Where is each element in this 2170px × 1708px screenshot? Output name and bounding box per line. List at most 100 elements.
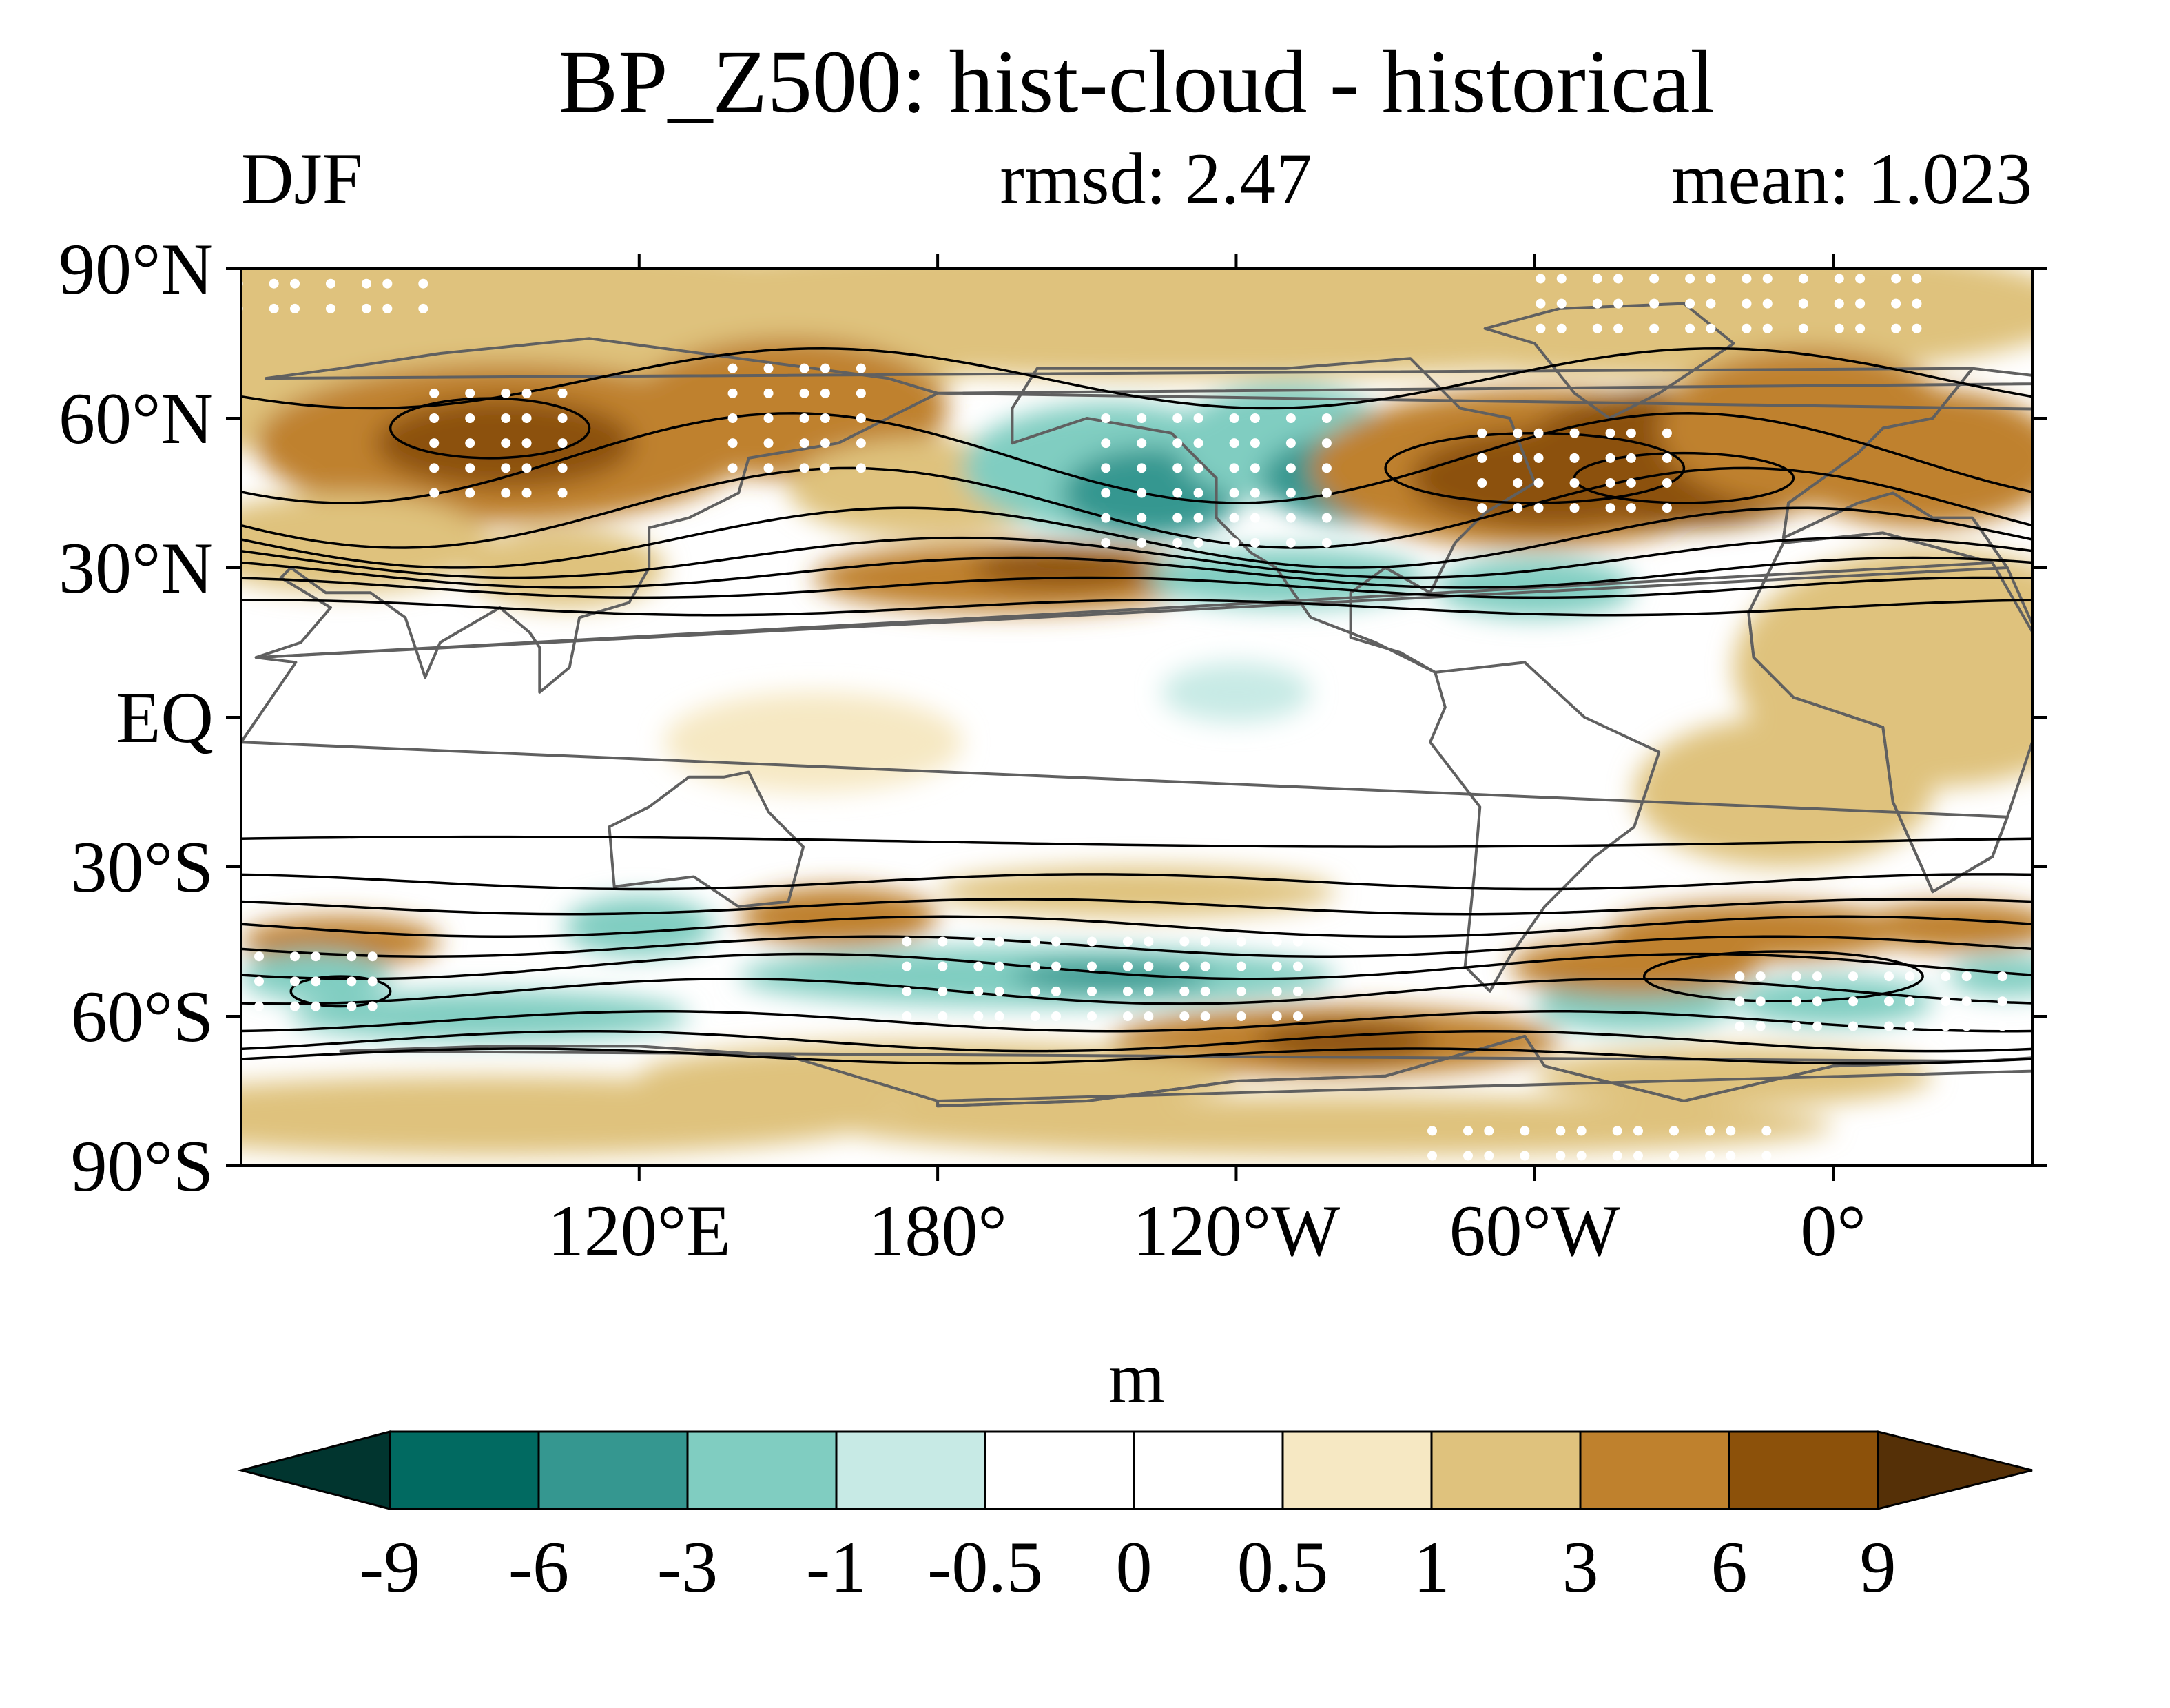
stipple-dot — [1605, 453, 1615, 463]
stipple-dot — [1137, 537, 1147, 548]
contour-line — [241, 536, 2032, 579]
stipple-dot — [218, 951, 228, 961]
anomaly-region — [1858, 901, 2032, 951]
colorbar-tick-label: 1 — [1414, 1527, 1450, 1607]
colorbar-box — [389, 1430, 540, 1510]
stipple-dot — [1051, 1011, 1061, 1021]
contour-line — [241, 898, 2032, 916]
stipple-dot — [1236, 936, 1246, 947]
stipple-dot — [347, 976, 357, 987]
stipple-dot — [1285, 488, 1296, 498]
contour-line — [289, 975, 392, 1008]
stipple-dot — [1137, 488, 1147, 498]
stipple-dot — [1463, 1151, 1473, 1161]
stipple-dot — [1791, 1021, 1801, 1031]
stipple-dot — [1101, 413, 1111, 423]
stipple-dot — [1912, 323, 1922, 333]
stipple-dot — [1087, 936, 1097, 947]
stipple-dot — [1649, 274, 1660, 284]
stipple-dot — [1533, 503, 1544, 513]
stipple-dot — [1662, 428, 1672, 438]
stipple-dot — [501, 463, 511, 473]
stipple-dot — [1101, 438, 1111, 449]
stipple-dot — [1726, 1126, 1736, 1136]
stipple-dot — [1144, 961, 1154, 971]
stipple-dot — [367, 976, 378, 987]
stipple-dot — [1087, 961, 1097, 971]
coast-eurasia — [254, 337, 2009, 694]
stipple-dot — [1179, 961, 1190, 971]
climatology-contours — [241, 347, 2032, 1065]
stipple-dot — [1612, 1151, 1622, 1161]
anomaly-region — [291, 991, 690, 1042]
stipple-dot — [326, 303, 335, 313]
stipple-dot — [1321, 513, 1332, 523]
stipple-dot — [1101, 513, 1111, 523]
stipple-dot — [1229, 413, 1239, 423]
colorbar-tick-label: 0 — [1116, 1527, 1153, 1607]
stipple-dot — [1293, 986, 1303, 996]
stipple-dot — [290, 1001, 300, 1011]
colorbar-tick-label: -3 — [657, 1527, 718, 1607]
stipple-dot — [501, 488, 511, 498]
stipple-dot — [1662, 503, 1672, 513]
stipple-dot — [1293, 936, 1303, 947]
stipple-dot — [557, 413, 568, 423]
stipple-dot — [1250, 413, 1260, 423]
stipple-dot — [501, 388, 511, 398]
stipple-dot — [347, 1001, 357, 1011]
stipple-dot — [218, 1002, 228, 1011]
colorbar-tick-labels: -9 -6 -3 -1 -0.5 0 0.5 1 3 6 9 — [360, 1527, 1897, 1607]
anomaly-region — [241, 1076, 888, 1156]
stipple-dot — [290, 976, 300, 987]
stipple-dot — [763, 413, 774, 423]
stipple-dot — [1735, 1021, 1745, 1031]
stipple-dot — [1123, 1011, 1133, 1021]
stipple-dot — [1172, 413, 1183, 423]
stipple-dot — [1179, 1011, 1190, 1021]
stipple-dot — [1101, 537, 1111, 548]
stipple-dot — [290, 303, 300, 313]
stipple-dot — [382, 303, 393, 313]
colorbar-boxes — [237, 1430, 2033, 1510]
contour-line — [241, 1029, 2032, 1053]
stipple-dot — [1321, 488, 1332, 498]
stipple-dot — [1613, 323, 1624, 333]
stipple-dot — [1285, 537, 1296, 548]
contour-line — [241, 873, 2032, 891]
rmsd-label: rmsd: 2.47 — [1000, 138, 1312, 219]
stipple-dot — [938, 1011, 948, 1021]
stipple-dot — [1592, 298, 1602, 309]
stipple-dot — [1293, 1011, 1303, 1021]
anomaly-region — [1285, 269, 2032, 379]
colorbar-box — [1728, 1430, 1879, 1510]
stipple-dot — [973, 936, 984, 947]
coast-australia — [608, 770, 805, 908]
stipple-dot — [1144, 1011, 1154, 1021]
stipple-dot — [1484, 1151, 1494, 1161]
stipple-dot — [311, 951, 321, 962]
stipple-dot — [1755, 996, 1766, 1007]
coast-greenland — [1483, 302, 1735, 420]
stipple-dot — [1685, 298, 1695, 309]
stipple-dot — [218, 976, 228, 986]
stipple-dot — [1706, 298, 1716, 309]
stipple-dot — [1556, 298, 1567, 309]
stipple-dot — [1463, 1126, 1473, 1136]
stipple-dot — [1834, 274, 1844, 284]
stipple-dot — [902, 961, 912, 971]
stipple-dot — [856, 438, 866, 449]
colorbar-box — [686, 1430, 838, 1510]
lat-tick-label: 90°S — [71, 1126, 214, 1206]
stipple-dot — [727, 388, 738, 398]
stipple-dot — [1144, 936, 1154, 947]
stipple-dot — [521, 488, 532, 498]
stipple-dot — [557, 463, 568, 473]
stipple-dot — [1513, 478, 1523, 488]
coast-south-america — [1429, 661, 1661, 993]
stipple-dot — [367, 951, 378, 962]
mean-label: mean: 1.023 — [1671, 138, 2032, 219]
stipple-dot — [1706, 274, 1716, 284]
